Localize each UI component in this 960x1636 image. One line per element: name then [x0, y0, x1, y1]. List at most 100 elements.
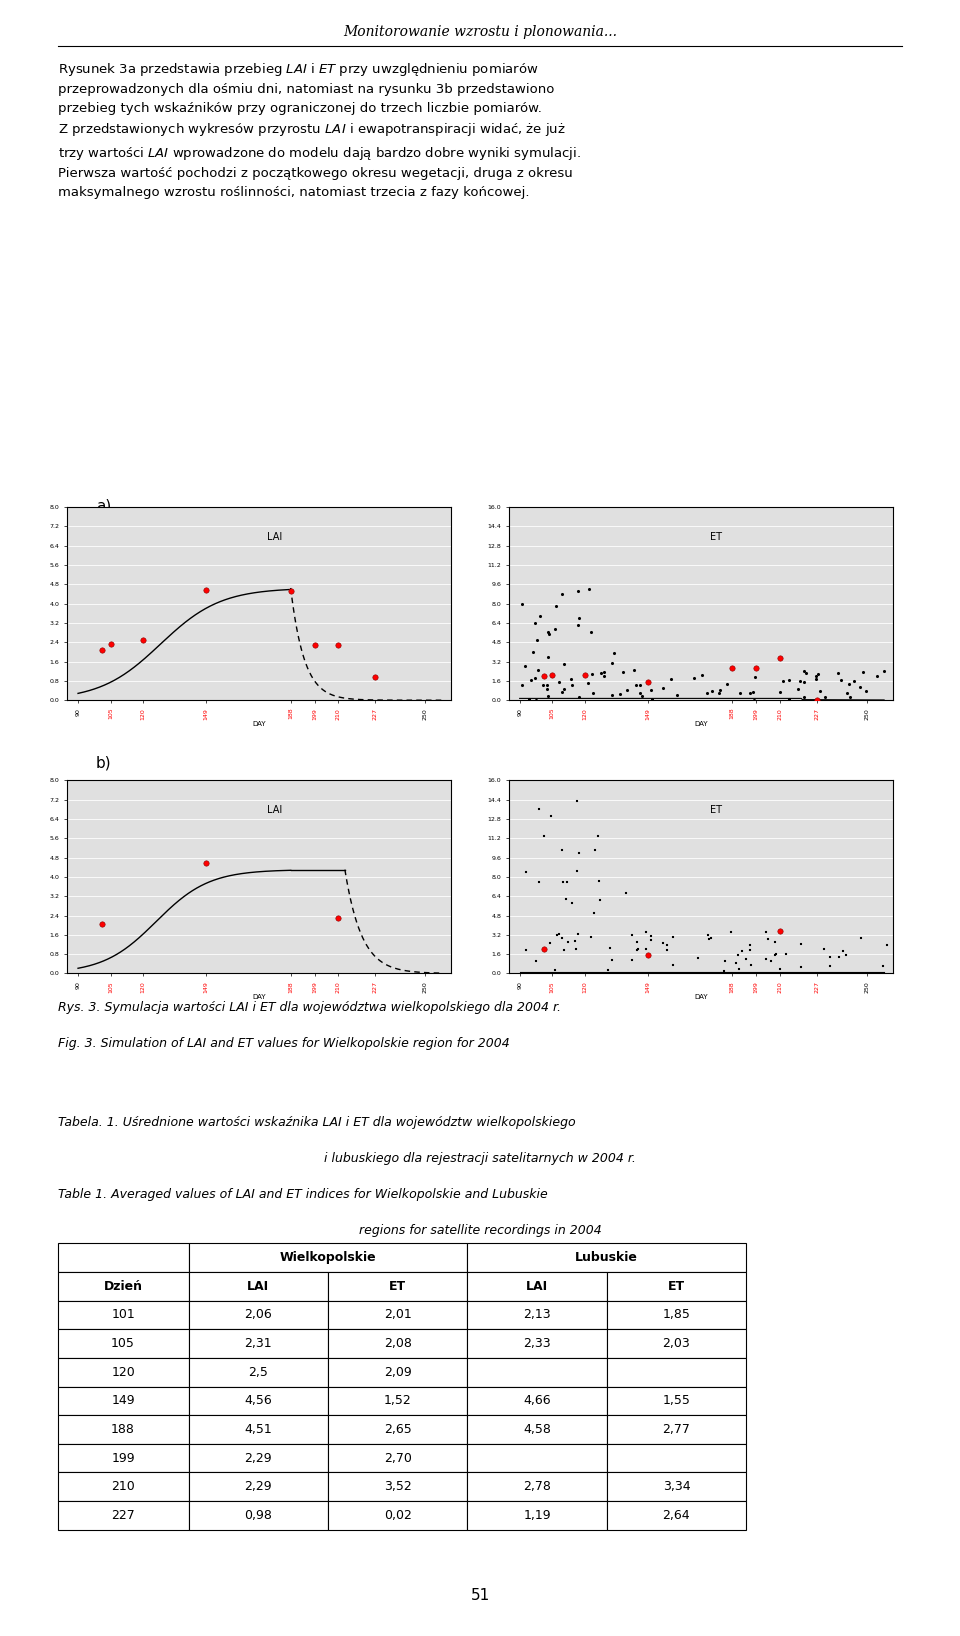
- Point: [793, 667, 808, 694]
- Point: [690, 946, 706, 972]
- Point: [852, 674, 867, 700]
- Point: [555, 679, 570, 705]
- Point: [536, 936, 551, 962]
- Point: [624, 947, 639, 973]
- Point: [604, 682, 619, 708]
- Point: [514, 672, 529, 699]
- Bar: [58, 1387, 188, 1415]
- Point: [571, 684, 587, 710]
- Point: [643, 677, 659, 703]
- Point: [775, 667, 790, 694]
- Point: [700, 923, 715, 949]
- Bar: [58, 1243, 188, 1273]
- Point: [627, 658, 642, 684]
- Point: [833, 667, 849, 694]
- Point: [716, 959, 732, 985]
- Point: [544, 663, 560, 689]
- Bar: [188, 1301, 328, 1328]
- Point: [767, 942, 782, 969]
- Point: [514, 591, 529, 617]
- Point: [590, 823, 606, 849]
- Point: [746, 679, 761, 705]
- Point: [634, 682, 649, 708]
- Bar: [188, 1243, 468, 1273]
- Point: [686, 666, 702, 692]
- Point: [549, 921, 564, 947]
- Point: [705, 677, 720, 703]
- Bar: [188, 1328, 328, 1358]
- Point: [569, 789, 585, 815]
- Text: Dzień: Dzień: [104, 1279, 143, 1292]
- Bar: [188, 1273, 328, 1301]
- Point: [813, 677, 828, 703]
- Point: [660, 936, 675, 962]
- Point: [632, 681, 647, 707]
- Point: [517, 937, 533, 964]
- Point: [368, 664, 383, 690]
- Point: [700, 681, 715, 707]
- Point: [772, 955, 787, 982]
- Point: [631, 936, 646, 962]
- Point: [734, 939, 750, 965]
- Point: [839, 681, 854, 707]
- Point: [615, 659, 631, 685]
- Text: Monitorowanie wzrostu i plonowania...: Monitorowanie wzrostu i plonowania...: [343, 25, 617, 39]
- Point: [794, 954, 809, 980]
- Text: 1,55: 1,55: [662, 1394, 690, 1407]
- Point: [694, 663, 709, 689]
- Text: 1,85: 1,85: [662, 1309, 690, 1322]
- Point: [577, 663, 592, 689]
- Text: 0,02: 0,02: [384, 1508, 412, 1521]
- Point: [817, 936, 832, 962]
- Point: [555, 869, 570, 895]
- Bar: [328, 1443, 468, 1472]
- X-axis label: DAY: DAY: [694, 995, 708, 1001]
- Point: [552, 669, 567, 695]
- Text: Lubuskie: Lubuskie: [575, 1252, 638, 1265]
- Point: [596, 659, 612, 685]
- Text: regions for satellite recordings in 2004: regions for satellite recordings in 2004: [359, 1224, 601, 1237]
- Text: 0,98: 0,98: [244, 1508, 273, 1521]
- Text: 3,34: 3,34: [662, 1481, 690, 1494]
- Point: [644, 928, 660, 954]
- Point: [528, 949, 543, 975]
- Point: [572, 605, 588, 631]
- Text: 2,06: 2,06: [245, 1309, 272, 1322]
- Bar: [607, 1328, 746, 1358]
- Point: [823, 954, 838, 980]
- Bar: [188, 1472, 328, 1502]
- Point: [638, 936, 654, 962]
- Text: Tabela. 1. Uśrednione wartości wskaźnika LAI i ET dla województw wielkopolskiego: Tabela. 1. Uśrednione wartości wskaźnika…: [58, 1116, 575, 1129]
- Bar: [468, 1328, 607, 1358]
- Point: [713, 960, 729, 987]
- Text: 4,56: 4,56: [245, 1394, 272, 1407]
- Point: [557, 651, 572, 677]
- Point: [94, 638, 109, 664]
- Point: [732, 681, 748, 707]
- Point: [605, 649, 620, 676]
- Bar: [58, 1502, 188, 1530]
- Bar: [188, 1415, 328, 1443]
- Point: [772, 645, 787, 671]
- Bar: [607, 1443, 746, 1472]
- Text: Table 1. Averaged values of LAI and ET indices for Wielkopolskie and Lubuskie: Table 1. Averaged values of LAI and ET i…: [58, 1188, 547, 1201]
- Point: [773, 679, 788, 705]
- Point: [763, 947, 779, 973]
- Text: LAI: LAI: [247, 1279, 270, 1292]
- Point: [555, 924, 570, 951]
- Bar: [58, 1328, 188, 1358]
- Point: [529, 687, 544, 713]
- Point: [94, 911, 109, 937]
- Text: 2,65: 2,65: [384, 1423, 412, 1436]
- Point: [602, 934, 617, 960]
- Point: [596, 663, 612, 689]
- Point: [769, 941, 784, 967]
- Point: [743, 952, 758, 978]
- Point: [742, 681, 757, 707]
- Text: ET: ET: [710, 532, 722, 542]
- Text: 227: 227: [111, 1508, 135, 1521]
- Point: [533, 604, 548, 630]
- Bar: [607, 1273, 746, 1301]
- Point: [842, 684, 857, 710]
- Text: 4,58: 4,58: [523, 1423, 551, 1436]
